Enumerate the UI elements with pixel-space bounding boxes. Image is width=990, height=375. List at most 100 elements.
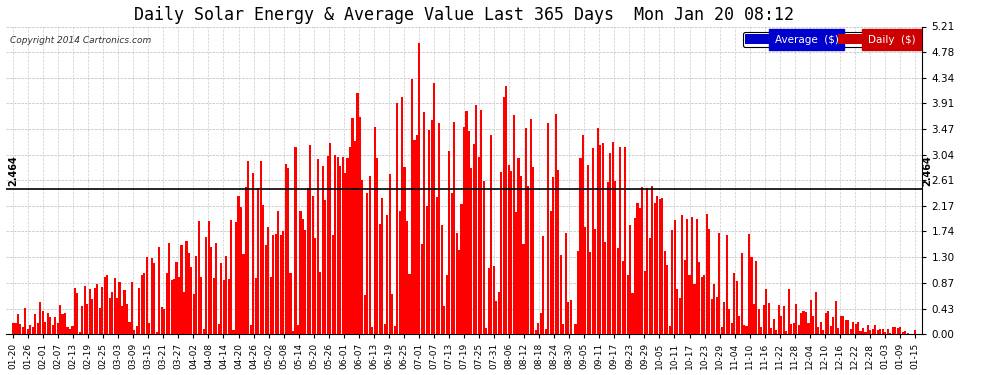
Bar: [359, 117, 361, 334]
Bar: [178, 277, 180, 334]
Bar: [381, 198, 383, 334]
Bar: [439, 123, 441, 334]
Bar: [627, 275, 629, 334]
Bar: [666, 266, 668, 334]
Bar: [619, 147, 621, 334]
Bar: [544, 329, 546, 334]
Bar: [371, 327, 373, 334]
Bar: [74, 288, 76, 334]
Bar: [411, 80, 413, 334]
Text: Copyright 2014 Cartronics.com: Copyright 2014 Cartronics.com: [10, 36, 151, 45]
Bar: [223, 280, 225, 334]
Bar: [230, 220, 232, 334]
Bar: [205, 237, 207, 334]
Bar: [599, 145, 601, 334]
Bar: [736, 281, 738, 334]
Bar: [897, 328, 899, 334]
Bar: [94, 288, 96, 334]
Bar: [332, 235, 334, 334]
Bar: [753, 304, 755, 334]
Bar: [835, 301, 837, 334]
Bar: [419, 43, 421, 334]
Bar: [50, 317, 51, 334]
Bar: [701, 277, 703, 334]
Bar: [673, 219, 676, 334]
Bar: [215, 243, 217, 334]
Bar: [671, 230, 673, 334]
Bar: [129, 322, 131, 334]
Bar: [185, 241, 187, 334]
Bar: [322, 166, 324, 334]
Bar: [538, 323, 540, 334]
Bar: [612, 142, 614, 334]
Bar: [658, 198, 661, 334]
Bar: [668, 326, 671, 334]
Bar: [213, 278, 215, 334]
Bar: [594, 229, 596, 334]
Bar: [262, 205, 264, 334]
Bar: [634, 219, 636, 334]
Bar: [327, 156, 329, 334]
Bar: [775, 330, 777, 334]
Bar: [79, 332, 81, 334]
Bar: [441, 225, 443, 334]
Bar: [460, 204, 462, 334]
Bar: [235, 222, 237, 334]
Bar: [624, 147, 626, 334]
Bar: [515, 212, 517, 334]
Bar: [32, 327, 34, 334]
Bar: [406, 221, 408, 334]
Bar: [485, 327, 487, 334]
Bar: [463, 128, 465, 334]
Bar: [106, 275, 108, 334]
Bar: [136, 327, 138, 334]
Bar: [813, 316, 815, 334]
Bar: [768, 303, 770, 334]
Bar: [820, 322, 822, 334]
Bar: [399, 211, 401, 334]
Bar: [54, 317, 56, 334]
Bar: [249, 325, 251, 334]
Bar: [71, 326, 73, 334]
Bar: [579, 158, 581, 334]
Bar: [644, 271, 645, 334]
Bar: [394, 326, 396, 334]
Bar: [309, 146, 312, 334]
Bar: [228, 279, 230, 334]
Bar: [51, 325, 53, 334]
Bar: [533, 168, 535, 334]
Bar: [364, 295, 366, 334]
Bar: [629, 225, 631, 334]
Bar: [259, 161, 262, 334]
Bar: [887, 329, 889, 334]
Title: Daily Solar Energy & Average Value Last 365 Days  Mon Jan 20 08:12: Daily Solar Energy & Average Value Last …: [134, 6, 794, 24]
Bar: [453, 122, 455, 334]
Bar: [312, 196, 314, 334]
Bar: [810, 300, 812, 334]
Bar: [134, 330, 136, 334]
Bar: [475, 105, 477, 334]
Bar: [267, 227, 269, 334]
Bar: [208, 220, 210, 334]
Bar: [559, 255, 561, 334]
Bar: [622, 261, 624, 334]
Bar: [434, 82, 436, 334]
Bar: [530, 119, 532, 334]
Bar: [632, 293, 634, 334]
Bar: [833, 317, 835, 334]
Bar: [592, 148, 594, 334]
Bar: [750, 256, 752, 334]
Bar: [520, 176, 522, 334]
Bar: [609, 153, 611, 334]
Bar: [564, 233, 566, 334]
Bar: [307, 188, 309, 334]
Bar: [248, 161, 249, 334]
Bar: [180, 245, 182, 334]
Bar: [758, 309, 760, 334]
Bar: [279, 234, 282, 334]
Bar: [731, 323, 733, 334]
Bar: [225, 256, 227, 334]
Bar: [104, 278, 106, 334]
Bar: [272, 235, 274, 334]
Bar: [203, 329, 205, 334]
